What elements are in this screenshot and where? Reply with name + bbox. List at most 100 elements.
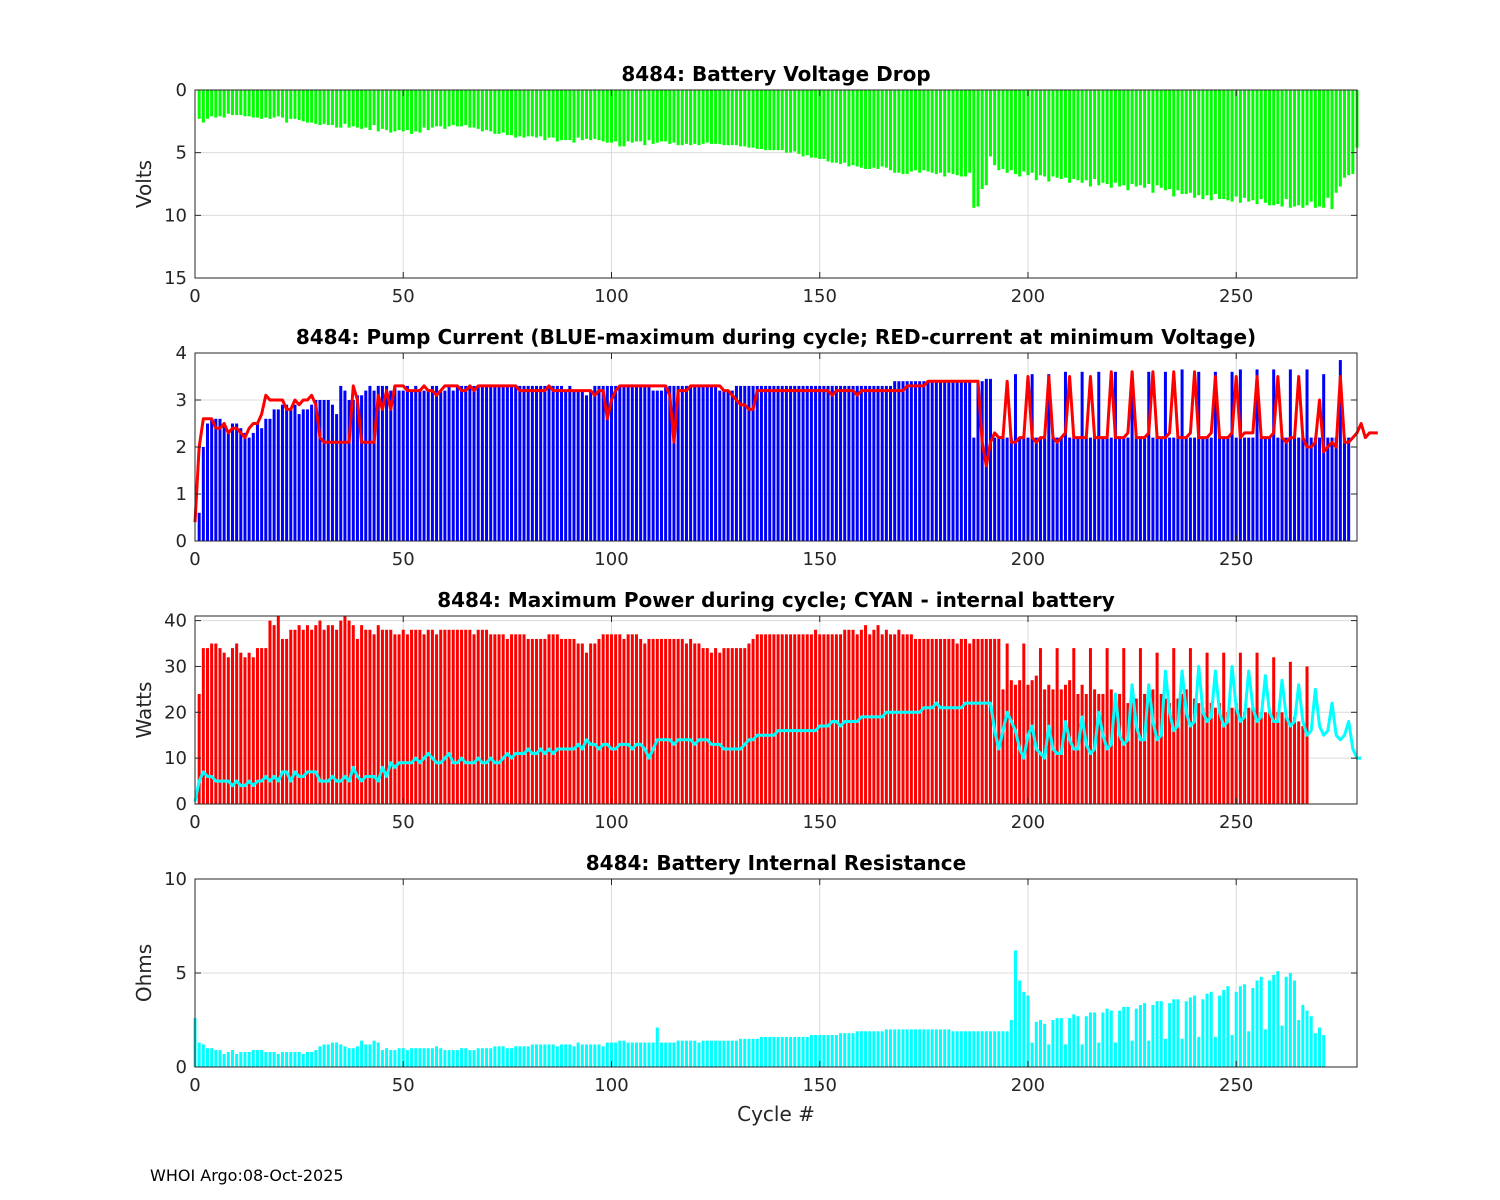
bar bbox=[930, 1029, 934, 1067]
bar bbox=[943, 1029, 947, 1067]
bar bbox=[218, 418, 222, 541]
bar bbox=[776, 385, 780, 541]
bar bbox=[351, 625, 355, 804]
bar bbox=[1301, 726, 1305, 804]
bar bbox=[468, 385, 472, 541]
bar bbox=[547, 634, 551, 804]
bar bbox=[622, 638, 626, 804]
bar bbox=[1034, 437, 1038, 541]
bar bbox=[293, 1051, 297, 1067]
bar bbox=[1105, 648, 1109, 804]
bar bbox=[1122, 648, 1126, 804]
bar bbox=[880, 90, 884, 167]
bar bbox=[905, 381, 909, 541]
bar bbox=[630, 1042, 634, 1067]
bar bbox=[880, 634, 884, 804]
bar bbox=[1234, 991, 1238, 1067]
bar bbox=[718, 390, 722, 541]
bar bbox=[601, 90, 605, 142]
bar bbox=[1184, 90, 1188, 195]
bar bbox=[730, 1040, 734, 1067]
bar bbox=[435, 1046, 439, 1067]
bar bbox=[405, 634, 409, 804]
bar bbox=[280, 90, 284, 118]
bar bbox=[1284, 716, 1288, 804]
bar bbox=[1113, 698, 1117, 804]
bar bbox=[614, 1042, 618, 1067]
bar bbox=[830, 385, 834, 541]
bar bbox=[264, 418, 268, 541]
bar bbox=[1038, 90, 1042, 176]
bar bbox=[764, 90, 768, 151]
bar bbox=[1151, 90, 1155, 193]
bar bbox=[1105, 90, 1109, 184]
bar bbox=[410, 629, 414, 804]
bar bbox=[634, 1042, 638, 1067]
bar bbox=[326, 90, 330, 126]
bar bbox=[493, 634, 497, 804]
bar bbox=[955, 1031, 959, 1067]
bar bbox=[1068, 437, 1072, 541]
bar bbox=[826, 634, 830, 804]
bar bbox=[1247, 90, 1251, 202]
bar bbox=[1284, 437, 1288, 541]
bar bbox=[489, 634, 493, 804]
bar bbox=[1080, 371, 1084, 541]
bar bbox=[351, 1048, 355, 1067]
bar bbox=[918, 638, 922, 804]
series-blue-bars bbox=[197, 360, 1351, 541]
bar bbox=[626, 90, 630, 142]
bar bbox=[1213, 1036, 1217, 1067]
bar bbox=[360, 625, 364, 804]
bar bbox=[1038, 1020, 1042, 1067]
bar bbox=[210, 90, 214, 117]
bar bbox=[1184, 689, 1188, 804]
bar bbox=[335, 90, 339, 128]
bar bbox=[539, 385, 543, 541]
bar bbox=[530, 385, 534, 541]
bar bbox=[1005, 90, 1009, 173]
bar bbox=[276, 90, 280, 117]
bar bbox=[909, 634, 913, 804]
bar bbox=[1155, 652, 1159, 804]
bar bbox=[764, 385, 768, 541]
bar bbox=[255, 648, 259, 804]
bar bbox=[430, 385, 434, 541]
bar bbox=[314, 400, 318, 541]
y-tick-label: 3 bbox=[176, 390, 187, 411]
bar bbox=[1284, 90, 1288, 200]
bar bbox=[301, 90, 305, 122]
bar bbox=[372, 390, 376, 541]
bar bbox=[926, 638, 930, 804]
bar bbox=[839, 634, 843, 804]
bar bbox=[1151, 437, 1155, 541]
bar bbox=[1001, 90, 1005, 169]
bar bbox=[947, 90, 951, 173]
bar bbox=[414, 90, 418, 132]
bar bbox=[368, 385, 372, 541]
bar bbox=[422, 90, 426, 128]
chart-title: 8484: Battery Voltage Drop bbox=[621, 62, 930, 86]
bar bbox=[872, 385, 876, 541]
bar bbox=[485, 90, 489, 131]
bar bbox=[622, 1040, 626, 1067]
bar bbox=[1013, 90, 1017, 174]
bar bbox=[289, 90, 293, 119]
bar bbox=[747, 90, 751, 148]
bar bbox=[1113, 90, 1117, 183]
bar bbox=[1051, 1020, 1055, 1067]
bar bbox=[593, 385, 597, 541]
bar bbox=[1272, 657, 1276, 804]
bar bbox=[780, 634, 784, 804]
bar bbox=[1018, 437, 1022, 541]
bar bbox=[339, 1044, 343, 1067]
bar bbox=[1088, 1012, 1092, 1067]
bar bbox=[730, 648, 734, 804]
bar bbox=[1343, 90, 1347, 178]
bar bbox=[668, 385, 672, 541]
bar bbox=[993, 1031, 997, 1067]
bar bbox=[901, 1029, 905, 1067]
bar bbox=[722, 90, 726, 146]
bar bbox=[1113, 1042, 1117, 1067]
bar bbox=[959, 90, 963, 177]
